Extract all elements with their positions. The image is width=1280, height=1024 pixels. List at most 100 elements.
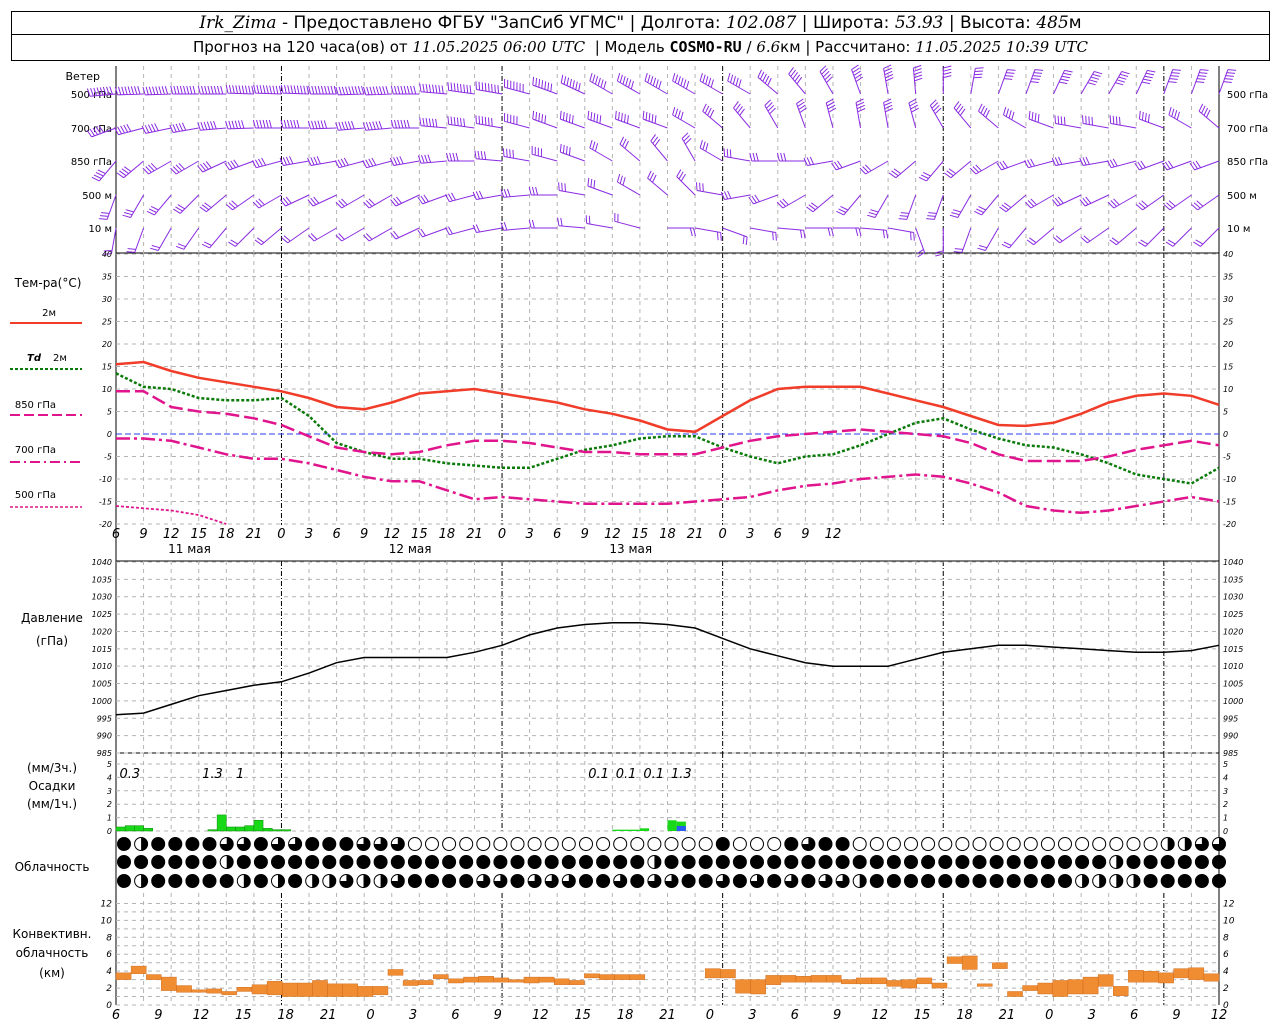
cloud-symbol — [1058, 837, 1072, 851]
cloud-half — [1133, 874, 1141, 888]
hour-tick-bottom: 15 — [235, 1008, 252, 1023]
cloud-symbol — [151, 874, 166, 888]
conv-bar — [297, 982, 313, 997]
conv-bar — [115, 972, 132, 980]
cloud-circle — [1126, 837, 1141, 851]
cloud-circle — [442, 837, 457, 851]
wind-barb — [419, 83, 447, 95]
wind-barb — [825, 98, 837, 129]
conv-bar — [146, 974, 162, 980]
conv-bar — [825, 975, 842, 983]
cloud-symbol — [1160, 874, 1175, 888]
cloud-circle — [955, 874, 970, 888]
wind-barb — [803, 156, 834, 166]
hour-tick: 12 — [604, 527, 621, 542]
conv-bar — [402, 980, 419, 986]
cloud-partial — [391, 874, 405, 888]
cloud-symbol — [681, 855, 696, 869]
wind-barb — [749, 152, 778, 162]
wind-barb — [560, 74, 586, 95]
cloud-circle — [886, 874, 901, 888]
hour-tick: 9 — [801, 527, 809, 542]
cloud-circle — [407, 874, 422, 888]
cloud-circle — [904, 837, 918, 851]
wind-barb — [1051, 156, 1082, 166]
wind-barb — [953, 227, 972, 253]
cloud-partial — [562, 874, 576, 888]
cloud-symbol — [527, 874, 542, 888]
wind-barb — [912, 64, 923, 95]
cloud-circle — [151, 837, 166, 851]
wind-barb — [446, 152, 475, 162]
wind-barb — [500, 222, 530, 231]
cloud-symbol — [955, 855, 970, 869]
press-tick-right: 1040 — [1223, 558, 1243, 567]
conv-bar — [191, 989, 207, 993]
conv-bar — [1082, 976, 1099, 995]
wind-barb — [1168, 106, 1192, 129]
wind-barb — [615, 110, 641, 129]
cloud-circle — [1023, 874, 1038, 888]
wind-barb — [254, 227, 282, 246]
cloud-symbol — [818, 874, 833, 888]
cloud-half — [1116, 855, 1123, 869]
temp-legend-label: 700 гПа — [15, 445, 56, 456]
wind-barb — [855, 98, 866, 129]
cloud-symbol — [339, 874, 354, 888]
wind-barb — [472, 224, 503, 233]
conv-bar — [1143, 970, 1159, 983]
cloud-symbol — [288, 874, 303, 888]
model-label: Модель — [604, 38, 665, 56]
cloud-circle — [527, 837, 542, 851]
cloud-circle — [989, 837, 1004, 851]
td-legend-label: Td — [27, 353, 42, 364]
conv-bar — [720, 969, 736, 979]
conv-bar — [433, 974, 449, 979]
cloud-symbol — [271, 855, 285, 869]
press-tick-left: 990 — [97, 732, 112, 741]
lat-value: 53.93 — [894, 13, 944, 33]
cloud-symbol — [1006, 855, 1021, 869]
precip-bar — [281, 829, 291, 832]
wind-barb — [444, 192, 475, 203]
cloud-circle — [1075, 855, 1090, 869]
wind-barb — [502, 148, 530, 162]
temp-series-0 — [115, 360, 1220, 434]
cloud-circle — [1006, 874, 1021, 888]
cloud-half — [312, 874, 319, 888]
precip-bar — [226, 826, 236, 832]
cloud-symbol — [1177, 855, 1192, 869]
cloud-symbol — [869, 874, 884, 888]
wind-barb — [1135, 194, 1165, 211]
conv-bar — [1173, 968, 1189, 979]
cloud-circle — [151, 874, 166, 888]
cloud-symbol — [236, 874, 251, 888]
cloud-symbol — [630, 874, 645, 888]
wind-level-label-left: 700 гПа — [71, 124, 112, 135]
cloud-symbol — [869, 855, 884, 869]
cloud-symbol — [305, 874, 320, 888]
wind-barb — [197, 160, 227, 173]
cloud-symbol — [938, 874, 953, 888]
conv-tick-left: 8 — [106, 933, 112, 943]
cloud-symbol — [407, 874, 422, 888]
cloud-circle — [750, 837, 764, 851]
conv-bar — [357, 986, 374, 997]
precip-tick-right: 2 — [1223, 800, 1228, 809]
cloud-circle — [202, 855, 217, 869]
conv-bar — [916, 977, 933, 985]
wind-barb — [390, 85, 420, 95]
cloud-circle — [921, 874, 936, 888]
cloud-circle — [1040, 855, 1055, 869]
press-tick-right: 995 — [1223, 714, 1238, 723]
cloud-symbol — [972, 874, 987, 888]
cloud-circle — [579, 837, 593, 851]
precip-tick-right: 5 — [1223, 760, 1228, 769]
cloud-symbol — [647, 874, 662, 888]
cloud-symbol — [1058, 855, 1072, 869]
calc-label: Рассчитано: — [815, 38, 911, 56]
cloud-symbol — [442, 837, 457, 851]
cloud-circle — [185, 874, 200, 888]
cloud-symbol — [236, 855, 251, 869]
cloud-symbol — [305, 855, 320, 869]
